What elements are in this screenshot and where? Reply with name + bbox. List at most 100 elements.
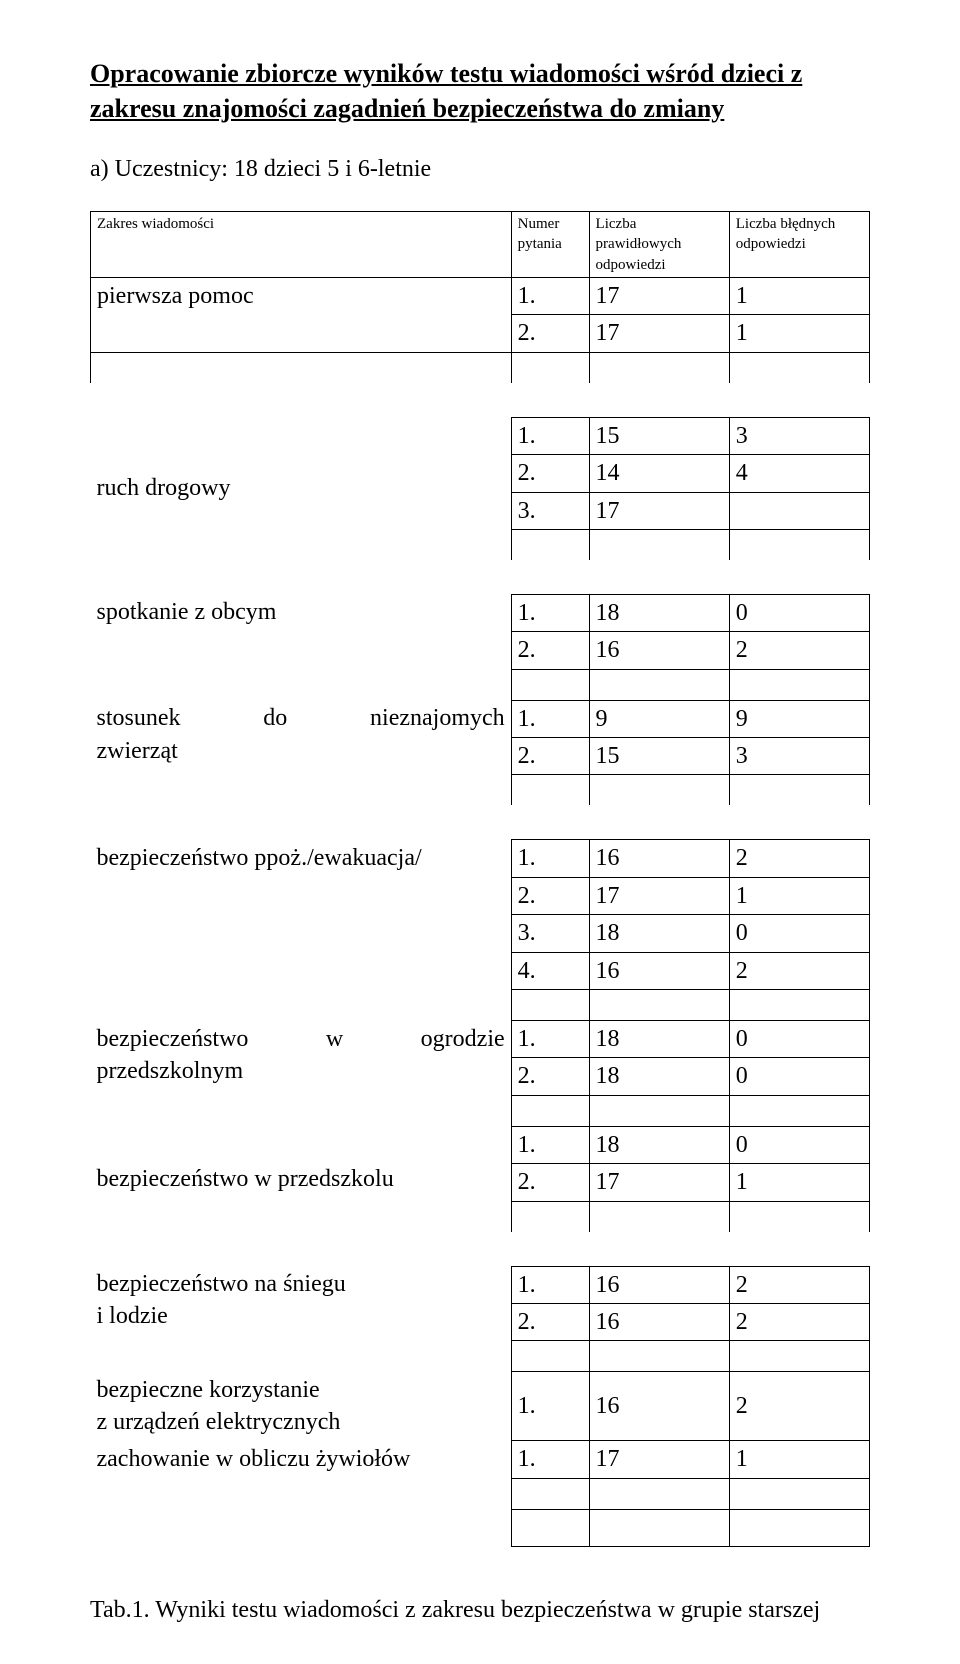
- cell-wrong: 0: [729, 915, 869, 952]
- cell-num: 1.: [511, 417, 589, 454]
- cell-num: 3.: [511, 915, 589, 952]
- table-row: bezpieczne korzystanie z urządzeń elektr…: [91, 1372, 870, 1441]
- cell-wrong: 2: [729, 1266, 869, 1303]
- cell-num: 1.: [511, 1441, 589, 1478]
- cell-wrong: 2: [729, 840, 869, 877]
- cell-wrong: 2: [729, 952, 869, 989]
- section-gap: [91, 383, 870, 418]
- scope-word: bezpieczeństwo na śniegu: [97, 1268, 505, 1300]
- section-gap: [91, 560, 870, 595]
- cell-num: 2.: [511, 738, 589, 775]
- cell-correct: 17: [589, 492, 729, 529]
- scope-word: do: [263, 702, 287, 734]
- cell-correct: 16: [589, 1303, 729, 1340]
- scope-word: ogrodzie: [421, 1023, 505, 1055]
- cell-correct: 17: [589, 877, 729, 914]
- cell-num: 1.: [511, 277, 589, 314]
- table-caption: Tab.1. Wyniki testu wiadomości z zakresu…: [90, 1597, 870, 1624]
- table-header-row: Zakres wiadomości Numer pytania Liczba p…: [91, 212, 870, 278]
- scope-label: bezpieczeństwo w ogrodzie przedszkolnym: [91, 1021, 512, 1127]
- scope-label: stosunek do nieznajomych zwierząt: [91, 700, 512, 775]
- cell-wrong: 2: [729, 632, 869, 669]
- cell-correct: 18: [589, 1021, 729, 1058]
- cell-correct: 15: [589, 738, 729, 775]
- cell-wrong: [729, 492, 869, 529]
- header-wrong: Liczba błędnych odpowiedzi: [729, 212, 869, 278]
- cell-correct: 17: [589, 315, 729, 352]
- scope-label: pierwsza pomoc: [91, 277, 512, 352]
- header-num: Numer pytania: [511, 212, 589, 278]
- cell-num: 1.: [511, 1126, 589, 1163]
- cell-num: 2.: [511, 455, 589, 492]
- cell-num: 2.: [511, 632, 589, 669]
- scope-label: ruch drogowy: [91, 417, 512, 560]
- scope-word: bezpieczne korzystanie: [97, 1374, 505, 1406]
- cell-correct: 16: [589, 632, 729, 669]
- participants-line: a) Uczestnicy: 18 dzieci 5 i 6-letnie: [90, 156, 870, 183]
- scope-label: bezpieczeństwo na śniegu i lodzie: [91, 1266, 512, 1372]
- table-row: bezpieczeństwo w ogrodzie przedszkolnym …: [91, 1021, 870, 1058]
- cell-correct: 17: [589, 277, 729, 314]
- scope-label: bezpieczne korzystanie z urządzeń elektr…: [91, 1372, 512, 1441]
- scope-word: stosunek: [97, 702, 181, 734]
- table-row: bezpieczeństwo ppoż./ewakuacja/ 1. 16 2: [91, 840, 870, 877]
- cell-correct: 14: [589, 455, 729, 492]
- cell-wrong: 3: [729, 417, 869, 454]
- cell-wrong: 4: [729, 455, 869, 492]
- scope-word: i lodzie: [97, 1300, 505, 1332]
- scope-word: nieznajomych: [370, 702, 505, 734]
- section-gap: [91, 805, 870, 840]
- cell-wrong: 0: [729, 1021, 869, 1058]
- cell-num: 4.: [511, 952, 589, 989]
- table-row: spotkanie z obcym 1. 18 0: [91, 594, 870, 631]
- cell-wrong: 1: [729, 1164, 869, 1201]
- document-page: Opracowanie zbiorcze wyników testu wiado…: [0, 0, 960, 1664]
- scope-label: bezpieczeństwo w przedszkolu: [91, 1126, 512, 1231]
- cell-num: 1.: [511, 700, 589, 737]
- header-correct: Liczba prawidłowych odpowiedzi: [589, 212, 729, 278]
- table-row: stosunek do nieznajomych zwierząt 1. 9 9: [91, 700, 870, 737]
- scope-word: przedszkolnym: [97, 1055, 505, 1087]
- cell-wrong: 2: [729, 1372, 869, 1441]
- cell-wrong: 3: [729, 738, 869, 775]
- scope-word: zwierząt: [97, 735, 505, 767]
- cell-wrong: 1: [729, 277, 869, 314]
- table-row: bezpieczeństwo na śniegu i lodzie 1. 16 …: [91, 1266, 870, 1303]
- cell-wrong: 0: [729, 1126, 869, 1163]
- cell-wrong: 0: [729, 1058, 869, 1095]
- cell-wrong: 9: [729, 700, 869, 737]
- cell-correct: 16: [589, 952, 729, 989]
- table-row: ruch drogowy 1. 15 3: [91, 417, 870, 454]
- cell-num: 1.: [511, 1372, 589, 1441]
- cell-correct: 16: [589, 1266, 729, 1303]
- section-separator: [91, 1478, 870, 1509]
- cell-empty: [589, 1509, 729, 1546]
- cell-wrong: 1: [729, 315, 869, 352]
- cell-num: 1.: [511, 1021, 589, 1058]
- cell-correct: 9: [589, 700, 729, 737]
- cell-correct: 18: [589, 1058, 729, 1095]
- section-separator: [91, 352, 870, 383]
- cell-num: 3.: [511, 492, 589, 529]
- cell-num: 2.: [511, 1058, 589, 1095]
- section-gap: [91, 1232, 870, 1267]
- table-row: pierwsza pomoc 1. 17 1: [91, 277, 870, 314]
- table-row: [91, 1509, 870, 1546]
- cell-num: 2.: [511, 315, 589, 352]
- scope-label: bezpieczeństwo ppoż./ewakuacja/: [91, 840, 512, 1021]
- cell-correct: 17: [589, 1441, 729, 1478]
- scope-label: zachowanie w obliczu żywiołów: [91, 1441, 512, 1478]
- cell-wrong: 1: [729, 1441, 869, 1478]
- table-row: zachowanie w obliczu żywiołów 1. 17 1: [91, 1441, 870, 1478]
- cell-correct: 15: [589, 417, 729, 454]
- cell-num: 1.: [511, 1266, 589, 1303]
- cell-correct: 16: [589, 840, 729, 877]
- cell-correct: 18: [589, 1126, 729, 1163]
- cell-empty: [729, 1509, 869, 1546]
- cell-num: 2.: [511, 877, 589, 914]
- section-separator: [91, 775, 870, 806]
- cell-correct: 18: [589, 915, 729, 952]
- table-row: bezpieczeństwo w przedszkolu 1. 18 0: [91, 1126, 870, 1163]
- cell-correct: 16: [589, 1372, 729, 1441]
- cell-wrong: 1: [729, 877, 869, 914]
